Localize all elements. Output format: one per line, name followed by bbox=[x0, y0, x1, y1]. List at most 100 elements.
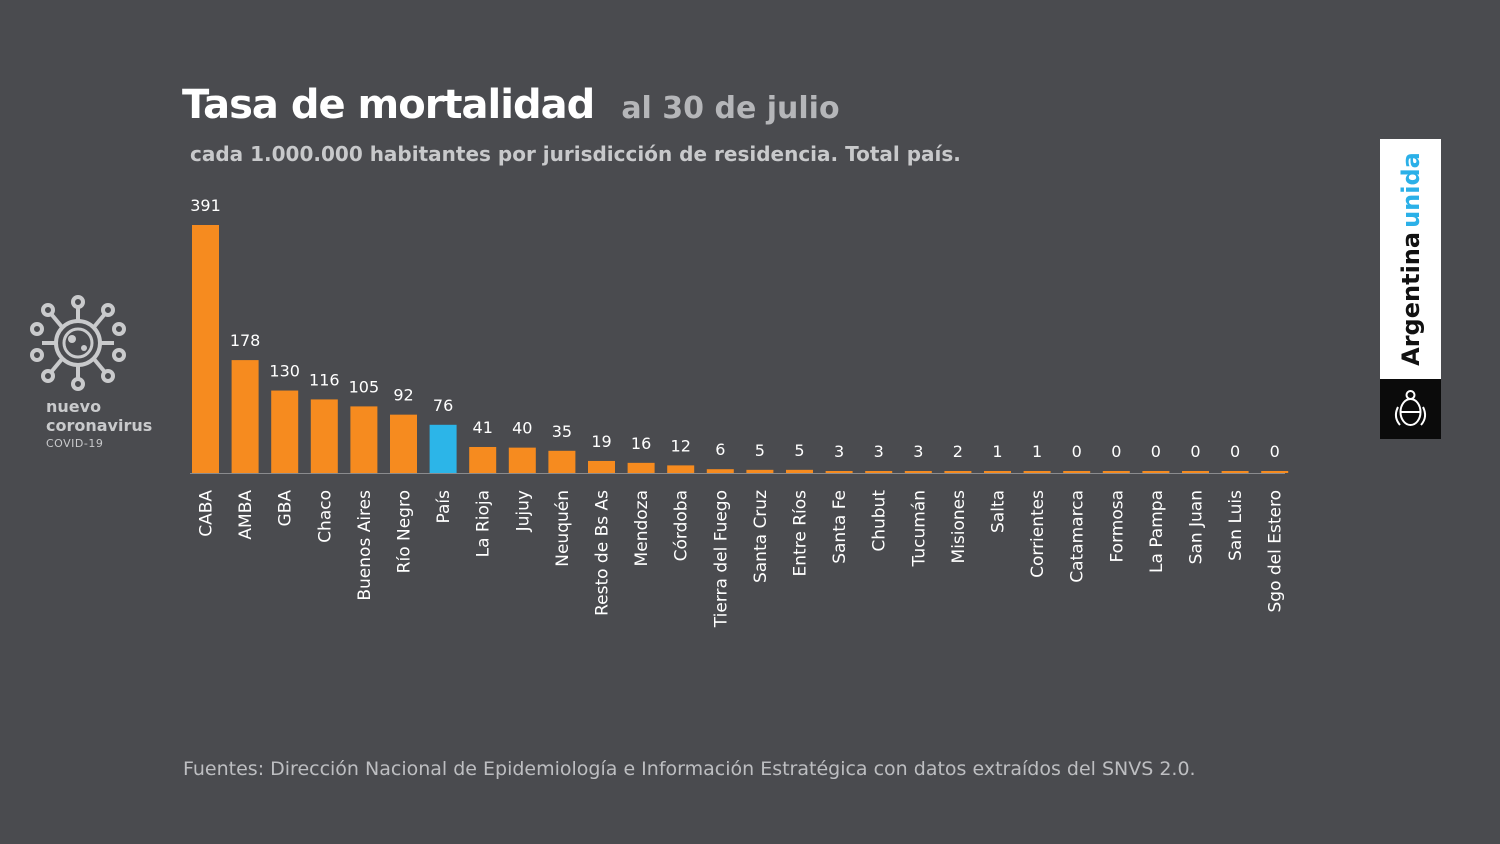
data-label-12: 12 bbox=[671, 436, 691, 455]
bar-2 bbox=[271, 390, 299, 473]
brand-emblem-box bbox=[1380, 379, 1441, 439]
bar-15 bbox=[786, 469, 813, 473]
data-label-20: 1 bbox=[992, 442, 1002, 461]
tick-label-25: San Juan bbox=[1187, 490, 1207, 564]
brand-word-unida: unida bbox=[1396, 152, 1425, 228]
chart-subtitle: cada 1.000.000 habitantes por jurisdicci… bbox=[190, 142, 961, 166]
data-label-2: 130 bbox=[269, 362, 300, 381]
brand-label-box: Argentina unida bbox=[1380, 139, 1441, 379]
tick-label-20: Salta bbox=[989, 490, 1009, 533]
tick-label-26: San Luis bbox=[1226, 490, 1246, 561]
data-label-9: 35 bbox=[552, 422, 572, 441]
data-label-17: 3 bbox=[874, 442, 884, 461]
data-label-0: 391 bbox=[190, 196, 221, 215]
data-label-4: 105 bbox=[349, 377, 380, 396]
bar-16 bbox=[825, 471, 853, 473]
data-label-5: 92 bbox=[393, 386, 413, 405]
bar-5 bbox=[390, 414, 417, 473]
tick-label-16: Santa Fe bbox=[830, 490, 850, 564]
bar-1 bbox=[231, 360, 259, 473]
bar-10 bbox=[588, 460, 615, 473]
data-label-13: 6 bbox=[715, 440, 725, 459]
tick-label-24: La Pampa bbox=[1147, 490, 1167, 573]
bar-11 bbox=[627, 462, 655, 473]
tick-label-8: Jujuy bbox=[513, 490, 533, 532]
bar-12 bbox=[667, 465, 695, 473]
bar-14 bbox=[746, 469, 774, 473]
bar-25 bbox=[1182, 471, 1209, 473]
logo-line-coronavirus: coronavirus bbox=[46, 416, 153, 435]
data-label-7: 41 bbox=[473, 418, 493, 437]
tick-label-4: Buenos Aires bbox=[355, 490, 375, 601]
tick-label-23: Formosa bbox=[1107, 490, 1127, 563]
data-label-25: 0 bbox=[1190, 442, 1200, 461]
chart-date: al 30 de julio bbox=[621, 91, 840, 126]
bar-8 bbox=[508, 447, 536, 473]
data-label-24: 0 bbox=[1151, 442, 1161, 461]
tick-label-3: Chaco bbox=[315, 490, 335, 543]
bar-27 bbox=[1261, 471, 1289, 473]
chart-title: Tasa de mortalidad bbox=[182, 82, 595, 128]
tick-label-2: GBA bbox=[276, 490, 296, 527]
bar-4 bbox=[350, 406, 378, 473]
bar-21 bbox=[1023, 471, 1051, 473]
coat-of-arms-icon bbox=[1394, 390, 1427, 426]
logo-line-covid: COVID-19 bbox=[46, 437, 104, 450]
title-block: Tasa de mortalidad al 30 de julio bbox=[182, 82, 840, 128]
bar-17 bbox=[865, 471, 893, 473]
bar-26 bbox=[1221, 471, 1249, 473]
argentina-unida-brand: Argentina unida bbox=[1380, 139, 1441, 439]
data-label-1: 178 bbox=[230, 331, 261, 350]
bar-20 bbox=[984, 471, 1011, 473]
data-label-19: 2 bbox=[953, 442, 963, 461]
sources-footer: Fuentes: Dirección Nacional de Epidemiol… bbox=[183, 758, 1196, 780]
tick-label-0: CABA bbox=[197, 490, 217, 537]
data-label-11: 16 bbox=[631, 434, 651, 453]
bar-6 bbox=[429, 424, 457, 473]
tick-label-7: La Rioja bbox=[474, 490, 494, 557]
bar-24 bbox=[1142, 471, 1170, 473]
virus-icon bbox=[30, 295, 126, 391]
tick-label-14: Santa Cruz bbox=[751, 490, 771, 583]
data-label-27: 0 bbox=[1270, 442, 1280, 461]
tick-label-19: Misiones bbox=[949, 490, 969, 564]
data-label-10: 19 bbox=[591, 432, 611, 451]
data-label-3: 116 bbox=[309, 370, 340, 389]
covid-logo-text: nuevo coronavirus COVID-19 bbox=[46, 397, 152, 450]
tick-label-12: Córdoba bbox=[672, 490, 692, 561]
brand-word-argentina: Argentina bbox=[1396, 231, 1425, 366]
tick-label-27: Sgo del Estero bbox=[1266, 490, 1286, 613]
bar-3 bbox=[310, 399, 338, 473]
bar-23 bbox=[1102, 471, 1130, 473]
bar-22 bbox=[1063, 471, 1091, 473]
data-label-26: 0 bbox=[1230, 442, 1240, 461]
brand-text: Argentina unida bbox=[1397, 152, 1425, 366]
tick-label-10: Resto de Bs As bbox=[593, 490, 613, 616]
tick-label-1: AMBA bbox=[236, 490, 256, 540]
logo-line-nuevo: nuevo bbox=[46, 397, 102, 416]
tick-label-11: Mendoza bbox=[632, 490, 652, 566]
tick-label-18: Tucumán bbox=[909, 490, 929, 567]
data-label-23: 0 bbox=[1111, 442, 1121, 461]
tick-label-17: Chubut bbox=[870, 490, 890, 552]
tick-label-15: Entre Ríos bbox=[791, 490, 811, 577]
data-label-22: 0 bbox=[1072, 442, 1082, 461]
data-label-16: 3 bbox=[834, 442, 844, 461]
tick-label-9: Neuquén bbox=[553, 490, 573, 567]
data-label-21: 1 bbox=[1032, 442, 1042, 461]
bar-9 bbox=[548, 450, 576, 473]
tick-label-21: Corrientes bbox=[1028, 490, 1048, 578]
data-label-18: 3 bbox=[913, 442, 923, 461]
bar-0 bbox=[192, 225, 219, 473]
data-label-6: 76 bbox=[433, 396, 453, 415]
data-label-14: 5 bbox=[755, 441, 765, 460]
bar-7 bbox=[469, 446, 497, 473]
bar-13 bbox=[706, 469, 734, 473]
tick-label-5: Río Negro bbox=[395, 490, 415, 573]
tick-label-13: Tierra del Fuego bbox=[711, 490, 731, 628]
bar-18 bbox=[904, 471, 932, 473]
tick-label-22: Catamarca bbox=[1068, 490, 1088, 583]
bar-19 bbox=[944, 471, 972, 473]
data-label-8: 40 bbox=[512, 419, 532, 438]
